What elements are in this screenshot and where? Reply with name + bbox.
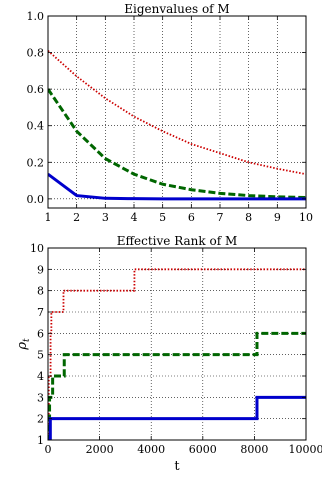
y-tick-label: 7 bbox=[37, 306, 44, 319]
series-line-solid bbox=[48, 172, 306, 201]
y-tick-label: 8 bbox=[37, 285, 44, 298]
chart-title: Effective Rank of M bbox=[117, 234, 238, 248]
series-line-dotted bbox=[48, 50, 306, 176]
y-axis-label: ρt bbox=[15, 338, 32, 351]
series-line-dotted bbox=[48, 268, 306, 440]
y-tick-label: 0.6 bbox=[27, 83, 45, 96]
y-tick-label: 1.0 bbox=[27, 10, 45, 23]
x-tick-label: 2000 bbox=[86, 443, 114, 456]
y-tick-label: 0.0 bbox=[27, 193, 45, 206]
x-tick-label: 7 bbox=[217, 211, 224, 224]
plot-frame bbox=[47, 15, 307, 209]
y-tick-label: 0.8 bbox=[27, 47, 45, 60]
x-tick-label: 8 bbox=[245, 211, 252, 224]
y-tick-label: 6 bbox=[37, 327, 44, 340]
x-tick-label: 4 bbox=[131, 211, 138, 224]
effective-rank-chart: 0 2000 4000 6000 8000 10000 1 2 3 4 5 6 7 8 9 10 Effecti… bbox=[15, 234, 322, 474]
x-tick-label: 6 bbox=[188, 211, 195, 224]
y-tick-label: 0.2 bbox=[27, 156, 45, 169]
x-tick-label: 8000 bbox=[240, 443, 268, 456]
chart-title: Eigenvalues of M bbox=[124, 2, 229, 16]
y-tick-label: 2 bbox=[37, 413, 44, 426]
x-tick-label: 9 bbox=[274, 211, 281, 224]
y-tick-label: 3 bbox=[37, 391, 44, 404]
plot-frame bbox=[47, 247, 307, 441]
x-tick-label: 5 bbox=[159, 211, 166, 224]
series-line-dashed bbox=[48, 331, 306, 440]
eigenvalues-chart: 1 2 3 4 5 6 7 8 9 10 0.0 0.2 0.4 0.6 0.8 1.0 Eigenvalues… bbox=[27, 2, 314, 224]
x-tick-label: 2 bbox=[73, 211, 80, 224]
x-tick-label: 3 bbox=[102, 211, 109, 224]
x-tick-label: 6000 bbox=[189, 443, 217, 456]
series-line-solid bbox=[48, 395, 306, 440]
y-tick-label: 10 bbox=[30, 242, 44, 255]
x-tick-label: 0 bbox=[45, 443, 52, 456]
series-line-dashed bbox=[48, 88, 306, 200]
y-tick-label: 9 bbox=[37, 263, 44, 276]
y-tick-label: 5 bbox=[37, 349, 44, 362]
x-tick-label: 1 bbox=[45, 211, 52, 224]
x-axis-label: t bbox=[174, 459, 180, 474]
x-tick-label: 10 bbox=[299, 211, 313, 224]
y-tick-label: 0.4 bbox=[27, 120, 45, 133]
y-tick-label: 1 bbox=[37, 434, 44, 447]
x-tick-label: 4000 bbox=[137, 443, 165, 456]
y-tick-label: 4 bbox=[37, 370, 44, 383]
x-tick-label: 10000 bbox=[289, 443, 322, 456]
